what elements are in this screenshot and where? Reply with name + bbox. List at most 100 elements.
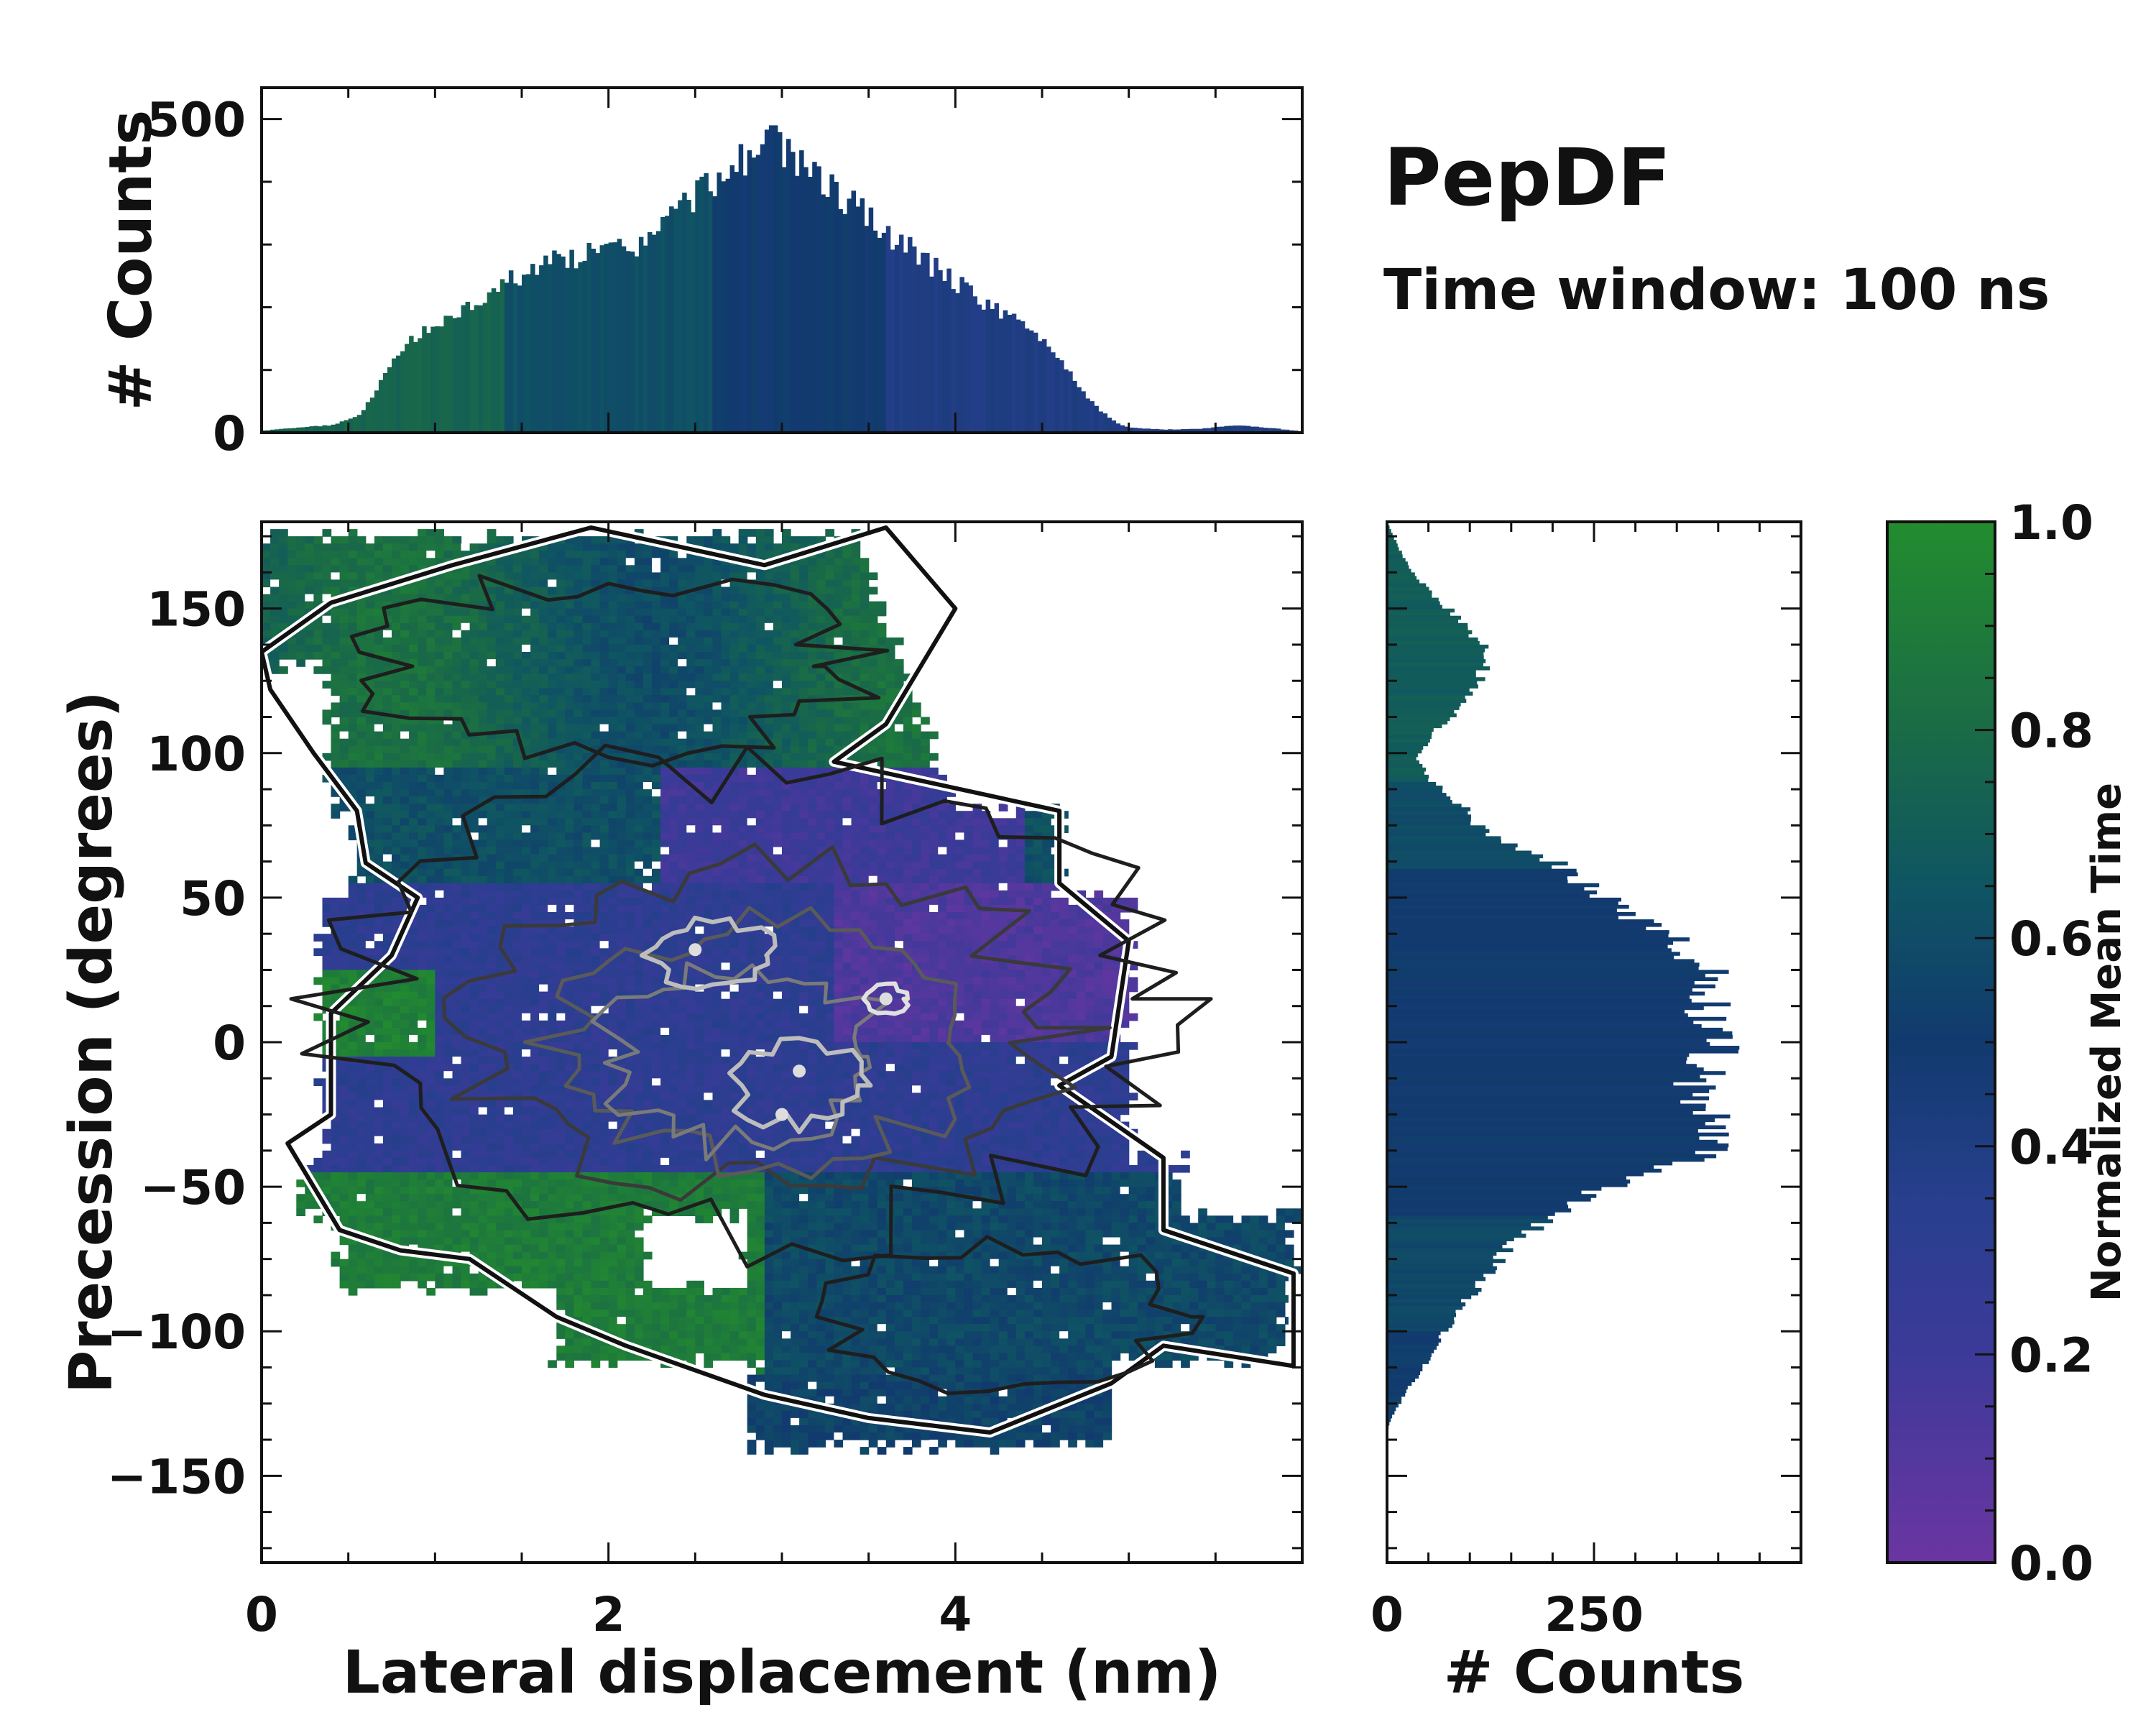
heatmap-cell — [426, 883, 436, 891]
top-histogram-bar — [591, 249, 596, 433]
heatmap-cell — [495, 818, 505, 826]
heatmap-cell — [851, 666, 861, 674]
heatmap-cell — [747, 709, 757, 718]
heatmap-cell — [808, 644, 817, 653]
heatmap-cell — [738, 659, 748, 667]
heatmap-cell — [738, 840, 748, 848]
heatmap-cell — [678, 644, 687, 653]
heatmap-cell — [599, 919, 609, 927]
heatmap-cell — [469, 630, 479, 638]
heatmap-cell — [418, 854, 427, 862]
heatmap-cell — [678, 782, 687, 790]
heatmap-cell — [348, 666, 358, 674]
heatmap-cell — [487, 579, 497, 588]
heatmap-cell — [652, 601, 661, 610]
heatmap-cell — [625, 897, 635, 906]
heatmap-cell — [721, 572, 731, 581]
heatmap-cell — [565, 948, 574, 956]
heatmap-cell — [409, 832, 418, 841]
heatmap-cell — [461, 753, 471, 761]
heatmap-cell — [530, 970, 540, 978]
top-histogram-bar — [504, 282, 510, 433]
heatmap-cell — [721, 666, 731, 674]
heatmap-cell — [262, 594, 271, 602]
top-histogram-bar — [1168, 429, 1173, 433]
heatmap-cell — [339, 919, 349, 927]
heatmap-cell — [747, 688, 757, 696]
heatmap-cell — [799, 652, 808, 660]
heatmap-cell — [868, 688, 878, 696]
top-histogram-bar — [1158, 429, 1164, 433]
heatmap-cell — [842, 688, 852, 696]
heatmap-cell — [921, 868, 930, 877]
heatmap-cell — [972, 868, 982, 877]
heatmap-cell — [634, 861, 644, 870]
heatmap-cell — [400, 789, 410, 797]
heatmap-cell — [374, 695, 384, 703]
heatmap-cell — [929, 948, 939, 956]
heatmap-cell — [374, 948, 384, 956]
heatmap-cell — [660, 558, 670, 566]
heatmap-cell — [721, 934, 731, 942]
top-histogram-bar — [365, 402, 371, 433]
heatmap-cell — [548, 774, 557, 783]
heatmap-cell — [374, 666, 384, 674]
heatmap-cell — [669, 774, 678, 783]
heatmap-cell — [374, 890, 384, 898]
heatmap-cell — [834, 818, 844, 826]
heatmap-cell — [782, 608, 791, 617]
heatmap-cell — [678, 702, 687, 711]
heatmap-cell — [1007, 883, 1017, 891]
heatmap-cell — [617, 767, 627, 776]
heatmap-cell — [617, 904, 627, 913]
heatmap-cell — [678, 847, 687, 855]
heatmap-cell — [764, 912, 774, 920]
heatmap-cell — [686, 760, 696, 768]
heatmap-cell — [382, 811, 392, 819]
heatmap-cell — [339, 652, 349, 660]
heatmap-cell — [1094, 926, 1104, 934]
heatmap-cell — [487, 695, 497, 703]
heatmap-cell — [617, 586, 627, 595]
heatmap-cell — [461, 832, 471, 841]
heatmap-cell — [599, 558, 609, 566]
heatmap-cell — [591, 579, 601, 588]
heatmap-cell — [356, 622, 367, 631]
heatmap-cell — [791, 847, 800, 855]
heatmap-cell — [704, 840, 714, 848]
heatmap-cell — [738, 955, 748, 963]
heatmap-cell — [851, 681, 861, 689]
heatmap-cell — [660, 753, 670, 761]
heatmap-cell — [642, 572, 653, 581]
heatmap-cell — [1024, 818, 1034, 826]
heatmap-cell — [392, 789, 401, 797]
heatmap-cell — [539, 681, 548, 689]
heatmap-cell — [816, 919, 826, 927]
heatmap-cell — [791, 854, 800, 862]
heatmap-cell — [313, 652, 323, 660]
heatmap-cell — [634, 745, 644, 754]
heatmap-cell — [729, 709, 740, 718]
heatmap-cell — [912, 804, 921, 811]
top-histogram-bar — [595, 253, 601, 433]
heatmap-cell — [1024, 948, 1034, 956]
top-histogram-bar — [1124, 426, 1130, 433]
heatmap-cell — [530, 919, 540, 927]
heatmap-cell — [418, 796, 427, 804]
top-histogram-bar — [478, 305, 484, 433]
heatmap-cell — [418, 774, 427, 783]
heatmap-cell — [426, 796, 436, 804]
heatmap-cell — [642, 782, 653, 790]
heatmap-cell — [634, 919, 644, 927]
heatmap-cell — [556, 804, 566, 811]
heatmap-cell — [512, 934, 522, 942]
heatmap-cell — [868, 586, 878, 595]
heatmap-cell — [721, 955, 731, 963]
heatmap-cell — [374, 904, 384, 913]
heatmap-cell — [599, 883, 609, 891]
heatmap-cell — [548, 760, 557, 768]
heatmap-cell — [938, 904, 947, 913]
heatmap-cell — [808, 811, 817, 819]
heatmap-cell — [868, 854, 878, 862]
heatmap-cell — [825, 745, 834, 754]
